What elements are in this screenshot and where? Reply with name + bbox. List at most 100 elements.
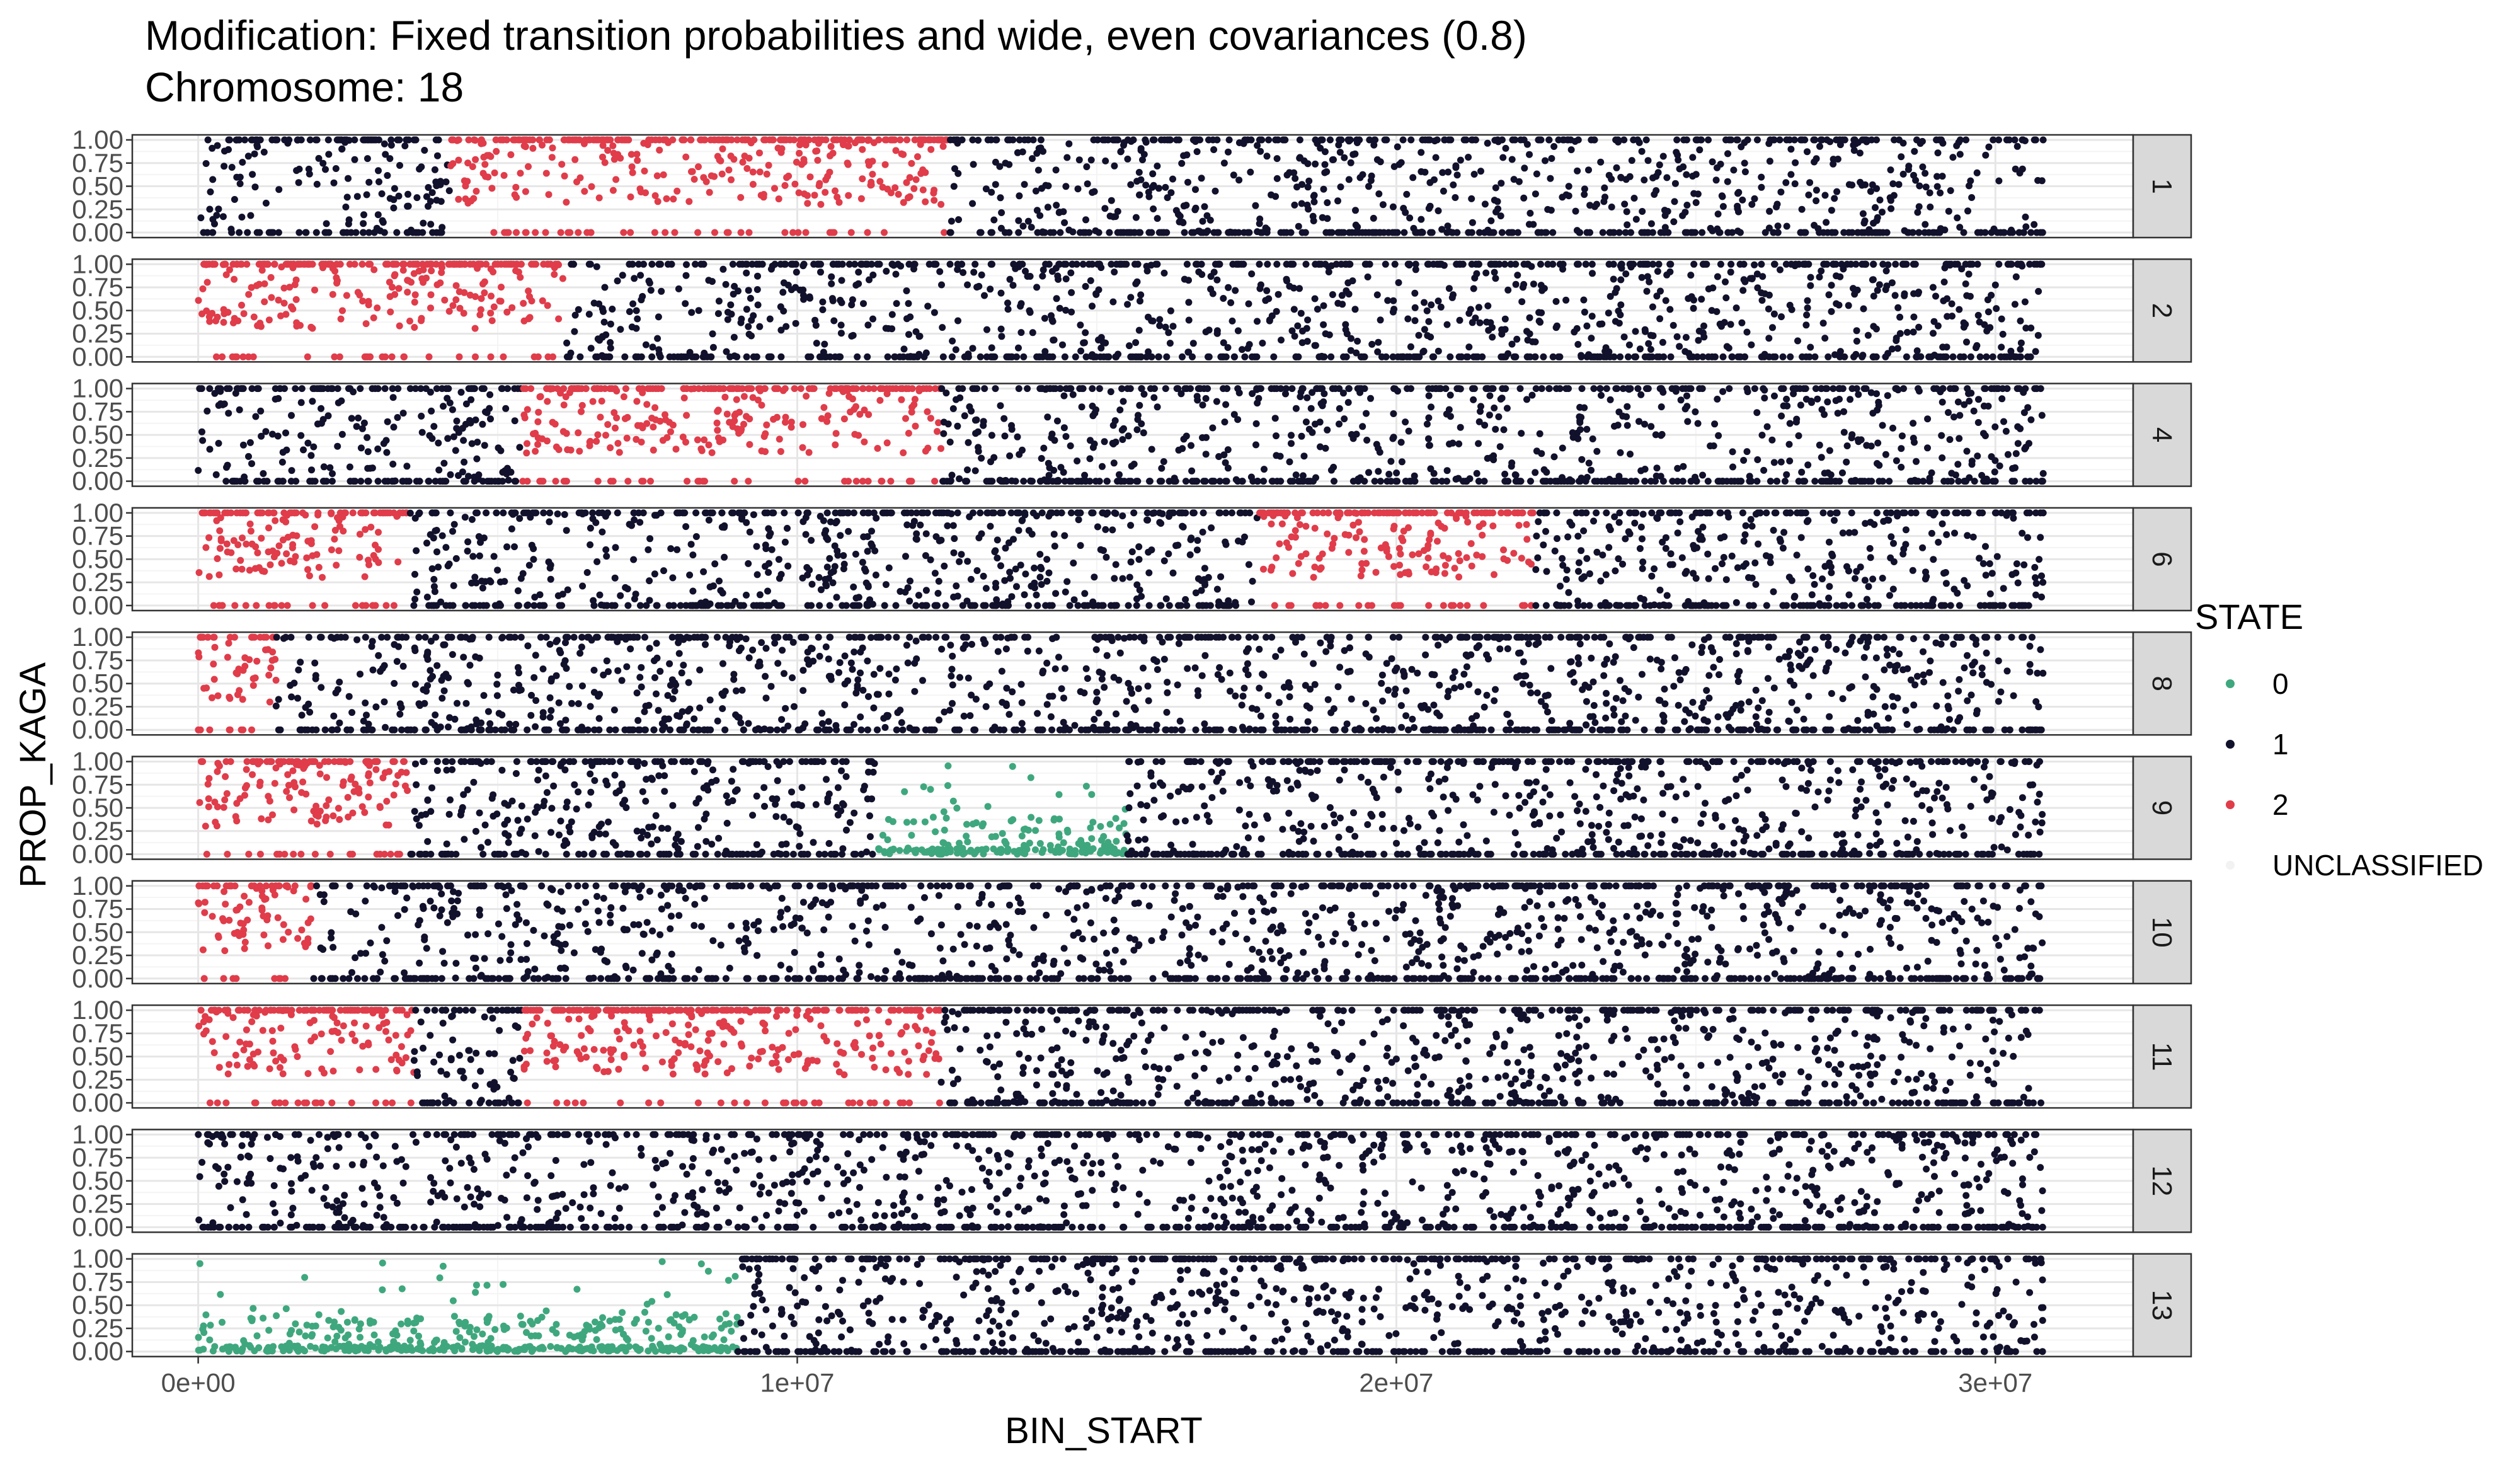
data-point: [1080, 339, 1087, 347]
data-point: [1379, 201, 1387, 209]
data-point: [319, 159, 327, 167]
data-point: [1613, 164, 1620, 171]
data-point: [427, 260, 435, 268]
data-point: [935, 577, 942, 585]
data-point: [878, 478, 885, 485]
data-point: [391, 291, 399, 298]
data-point: [898, 396, 905, 403]
data-point: [1615, 229, 1623, 236]
data-point: [573, 178, 580, 186]
data-point: [1552, 297, 1560, 305]
data-point: [389, 394, 397, 401]
data-point: [1273, 175, 1281, 182]
data-point: [1163, 229, 1171, 236]
data-point: [564, 446, 571, 454]
data-point: [607, 320, 614, 328]
data-point: [821, 340, 828, 348]
data-point: [1233, 260, 1240, 268]
data-point: [833, 193, 841, 201]
data-point: [257, 407, 265, 415]
data-point: [1939, 385, 1947, 393]
data-point: [1129, 353, 1137, 360]
data-point: [1009, 136, 1017, 144]
data-point: [488, 185, 496, 192]
data-point: [702, 178, 710, 185]
data-point: [214, 555, 221, 562]
data-point: [1375, 445, 1382, 452]
data-point: [961, 412, 968, 420]
data-point: [1976, 318, 1983, 326]
data-point: [222, 271, 230, 279]
data-point: [1845, 302, 1852, 309]
data-point: [1252, 441, 1259, 449]
data-point: [542, 229, 549, 236]
data-point: [258, 534, 265, 542]
data-point: [1715, 229, 1723, 236]
data-point: [1967, 389, 1975, 397]
data-point: [1209, 424, 1217, 432]
data-point: [1868, 136, 1876, 144]
data-point: [458, 260, 466, 268]
data-point: [839, 137, 846, 145]
data-point: [234, 541, 242, 548]
data-point: [1591, 136, 1598, 144]
data-point: [631, 275, 638, 282]
data-point: [1914, 209, 1922, 216]
data-point: [1184, 178, 1191, 186]
data-point: [1389, 308, 1397, 316]
data-point: [1521, 164, 1528, 172]
data-point: [1426, 179, 1434, 187]
data-point: [329, 470, 336, 478]
data-point: [598, 398, 605, 405]
data-point: [1991, 478, 1999, 485]
data-point: [816, 353, 823, 360]
data-point: [1641, 176, 1648, 184]
data-point: [1028, 224, 1035, 231]
data-point: [670, 353, 678, 360]
data-point: [1220, 339, 1227, 347]
data-point: [304, 353, 311, 360]
data-point: [328, 478, 336, 485]
data-point: [1793, 385, 1801, 393]
data-point: [801, 190, 808, 198]
data-point: [416, 478, 423, 485]
data-point: [1630, 195, 1638, 202]
data-point: [902, 415, 909, 422]
data-point: [1938, 432, 1945, 439]
data-point: [494, 260, 501, 268]
data-point: [1067, 269, 1075, 277]
data-point: [791, 180, 799, 188]
data-point: [203, 407, 211, 415]
data-point: [1156, 316, 1164, 323]
data-point: [1649, 174, 1657, 181]
data-point: [1617, 174, 1625, 181]
data-point: [653, 172, 661, 180]
data-point: [1290, 306, 1298, 313]
data-point: [707, 172, 715, 180]
data-point: [1574, 260, 1581, 268]
data-point: [471, 325, 479, 332]
data-point: [687, 136, 694, 144]
data-point: [937, 445, 944, 452]
data-point: [1618, 265, 1625, 272]
data-point: [1133, 426, 1141, 434]
data-point: [262, 199, 270, 207]
data-point: [1459, 260, 1467, 268]
data-point: [1049, 478, 1057, 485]
data-point: [1337, 136, 1345, 144]
data-point: [1637, 391, 1645, 398]
data-point: [1110, 459, 1118, 467]
data-point: [1127, 294, 1135, 301]
data-point: [364, 155, 371, 163]
data-point: [627, 193, 634, 200]
data-point: [1652, 472, 1660, 480]
data-point: [819, 298, 827, 306]
data-point: [1125, 432, 1132, 440]
data-point: [627, 151, 635, 158]
data-point: [496, 136, 504, 144]
data-point: [1135, 412, 1142, 419]
data-point: [1617, 301, 1625, 309]
data-point: [1026, 273, 1034, 280]
data-point: [869, 315, 876, 323]
data-point: [969, 200, 976, 207]
